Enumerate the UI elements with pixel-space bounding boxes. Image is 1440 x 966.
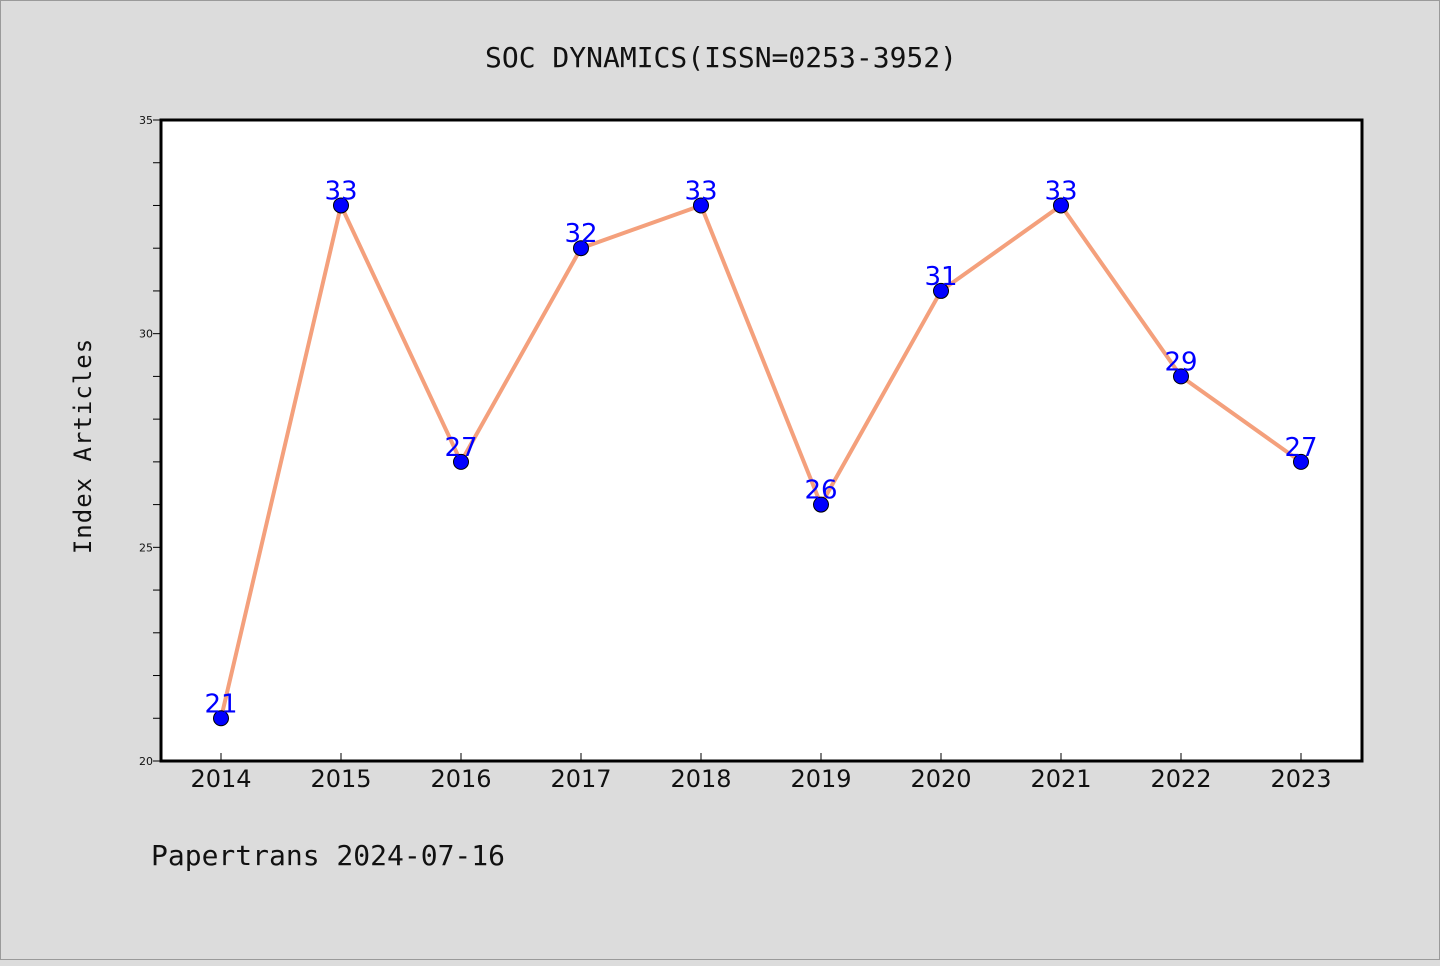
- data-point: [573, 240, 589, 257]
- series-group: [213, 197, 1309, 727]
- x-tick-label: 2023: [1270, 765, 1331, 793]
- y-axis: 20 25 30 35: [139, 114, 161, 768]
- data-label: 21: [204, 689, 237, 719]
- x-tick-label: 2016: [430, 765, 491, 793]
- y-tick-label: 25: [139, 541, 153, 554]
- x-tick-label: 2018: [670, 765, 731, 793]
- x-axis: 2014 2015 2016 2017 2018 2019 2020 2021 2022 2023: [190, 753, 1332, 793]
- x-tick-label: 2021: [1030, 765, 1091, 793]
- data-label: 33: [324, 176, 357, 206]
- x-tick-label: 2017: [550, 765, 611, 793]
- data-point: [453, 453, 469, 470]
- data-label: 33: [1044, 176, 1077, 206]
- data-label: 26: [804, 476, 837, 506]
- data-point: [1053, 197, 1069, 214]
- y-axis-label: Index Articles: [69, 338, 97, 554]
- x-tick-label: 2015: [310, 765, 371, 793]
- data-point: [213, 710, 229, 727]
- plot-area: [159, 118, 1364, 763]
- x-tick-label: 2014: [190, 765, 251, 793]
- data-label: 32: [564, 219, 597, 249]
- data-label: 31: [924, 262, 957, 292]
- data-label: 27: [1284, 433, 1317, 463]
- data-label: 33: [684, 176, 717, 206]
- y-tick-label: 20: [139, 755, 153, 768]
- y-tick-label: 35: [139, 114, 153, 127]
- data-point: [693, 197, 709, 214]
- data-point: [813, 496, 829, 513]
- x-tick-label: 2022: [1150, 765, 1211, 793]
- x-tick-label: 2020: [910, 765, 971, 793]
- series-line: [219, 203, 1303, 719]
- data-label: 29: [1164, 347, 1197, 377]
- data-point: [1173, 368, 1189, 385]
- y-tick-label: 30: [139, 328, 153, 341]
- x-tick-label: 2019: [790, 765, 851, 793]
- data-point: [1293, 453, 1309, 470]
- data-point: [933, 282, 949, 299]
- data-label: 27: [444, 433, 477, 463]
- footer-credit: Papertrans 2024-07-16: [151, 839, 505, 872]
- chart-title: SOC DYNAMICS(ISSN=0253-3952): [485, 41, 957, 74]
- data-labels: 21 33 27 32 33 26 31 33 29 27: [204, 176, 1317, 719]
- data-point: [333, 197, 349, 214]
